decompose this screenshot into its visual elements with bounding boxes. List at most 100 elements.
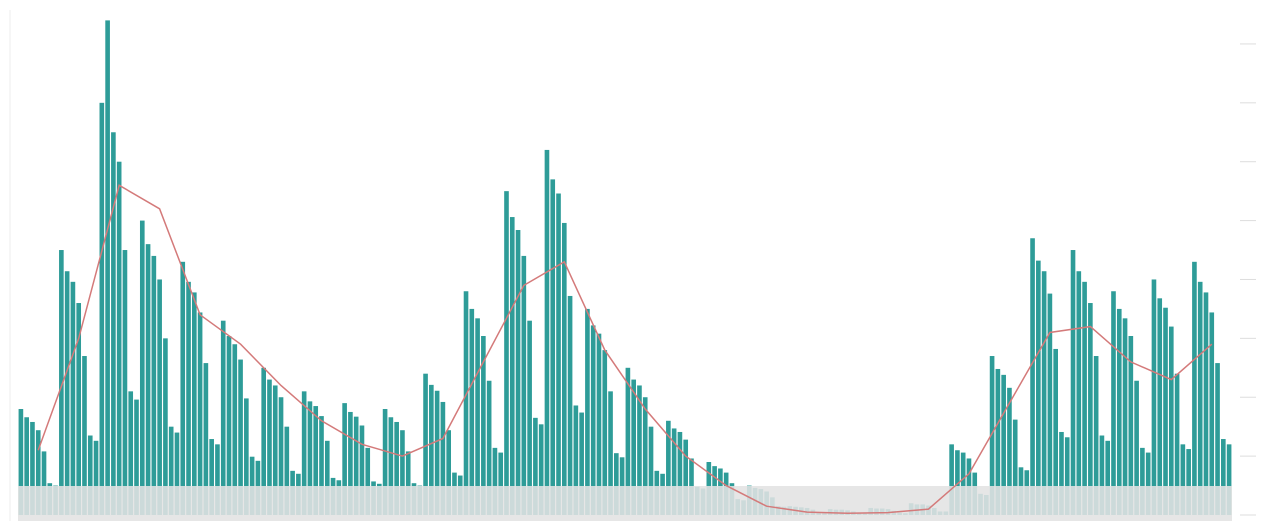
bar bbox=[35, 430, 41, 515]
bar bbox=[683, 439, 689, 515]
bar bbox=[960, 452, 966, 515]
bar bbox=[76, 303, 82, 515]
bar bbox=[139, 220, 145, 515]
bar bbox=[1105, 440, 1111, 515]
bar bbox=[1157, 298, 1163, 515]
bar bbox=[1012, 419, 1018, 515]
bar bbox=[561, 222, 567, 515]
bar bbox=[1030, 238, 1035, 516]
bar bbox=[272, 385, 278, 515]
bar bbox=[955, 450, 960, 515]
bar bbox=[625, 367, 631, 515]
moving-average-line bbox=[37, 184, 1213, 514]
bar bbox=[134, 399, 139, 515]
bar bbox=[486, 380, 492, 515]
bar bbox=[556, 193, 561, 515]
bar bbox=[1070, 250, 1076, 515]
bar bbox=[157, 279, 162, 515]
bar bbox=[168, 426, 174, 515]
bar bbox=[642, 397, 648, 515]
bar bbox=[238, 359, 243, 515]
bar bbox=[614, 453, 619, 515]
bar bbox=[1215, 363, 1220, 515]
bar bbox=[87, 435, 93, 515]
bar bbox=[365, 447, 371, 515]
bar bbox=[1209, 312, 1215, 515]
bar bbox=[1122, 318, 1128, 515]
bar bbox=[209, 439, 214, 515]
bar bbox=[1059, 431, 1064, 515]
bar bbox=[1053, 348, 1058, 515]
bar bbox=[163, 338, 168, 515]
bar bbox=[353, 416, 359, 515]
bar bbox=[567, 295, 573, 515]
bar bbox=[666, 420, 671, 515]
bar bbox=[1041, 271, 1047, 515]
bar bbox=[400, 430, 405, 515]
bar bbox=[382, 409, 388, 515]
bar bbox=[105, 20, 110, 515]
bar bbox=[192, 292, 197, 515]
bar bbox=[1203, 292, 1209, 515]
bar bbox=[319, 416, 324, 515]
bar bbox=[509, 217, 515, 515]
bar bbox=[186, 281, 191, 515]
bar bbox=[1145, 452, 1151, 515]
bar bbox=[174, 432, 180, 515]
bar bbox=[434, 390, 440, 515]
bar bbox=[989, 356, 995, 515]
bar bbox=[498, 452, 504, 515]
bar bbox=[538, 424, 544, 515]
bar bbox=[550, 179, 556, 515]
bar bbox=[1174, 373, 1180, 515]
bar bbox=[1128, 335, 1134, 515]
bar bbox=[521, 255, 527, 515]
bar bbox=[429, 384, 434, 515]
bar bbox=[70, 281, 76, 515]
bar bbox=[504, 191, 509, 515]
bar bbox=[463, 291, 469, 515]
bar bbox=[1076, 271, 1082, 515]
bar bbox=[596, 333, 602, 515]
bar bbox=[608, 391, 613, 515]
bar bbox=[677, 431, 683, 515]
bar bbox=[1111, 291, 1116, 515]
bar bbox=[579, 412, 584, 515]
bar bbox=[1192, 261, 1197, 515]
bar bbox=[215, 444, 220, 515]
bar bbox=[226, 335, 232, 515]
bar bbox=[573, 405, 579, 515]
bar bbox=[475, 318, 480, 515]
bar bbox=[1163, 307, 1168, 515]
bar bbox=[93, 440, 99, 515]
bar bbox=[469, 308, 475, 515]
bar bbox=[481, 335, 486, 515]
bar bbox=[111, 132, 116, 515]
bar bbox=[637, 385, 642, 515]
bar bbox=[151, 255, 157, 515]
bar bbox=[1197, 281, 1203, 515]
x-label-band bbox=[18, 486, 1232, 521]
bar bbox=[41, 451, 47, 515]
bar bbox=[1093, 356, 1099, 515]
bar bbox=[1099, 435, 1105, 515]
bar bbox=[1151, 279, 1157, 515]
bar bbox=[949, 444, 954, 515]
bar bbox=[313, 406, 319, 515]
bar bbox=[145, 244, 151, 515]
bar bbox=[1140, 447, 1145, 515]
bar bbox=[1180, 444, 1186, 515]
bar bbox=[1088, 303, 1093, 515]
bar bbox=[244, 398, 249, 515]
bar bbox=[388, 417, 394, 515]
bar bbox=[261, 367, 267, 515]
bar bbox=[197, 312, 203, 515]
bar bbox=[1007, 387, 1012, 515]
bar bbox=[1116, 308, 1122, 515]
bar bbox=[423, 373, 428, 515]
bar bbox=[1168, 326, 1174, 515]
bar bbox=[440, 401, 446, 515]
bar bbox=[301, 391, 307, 515]
